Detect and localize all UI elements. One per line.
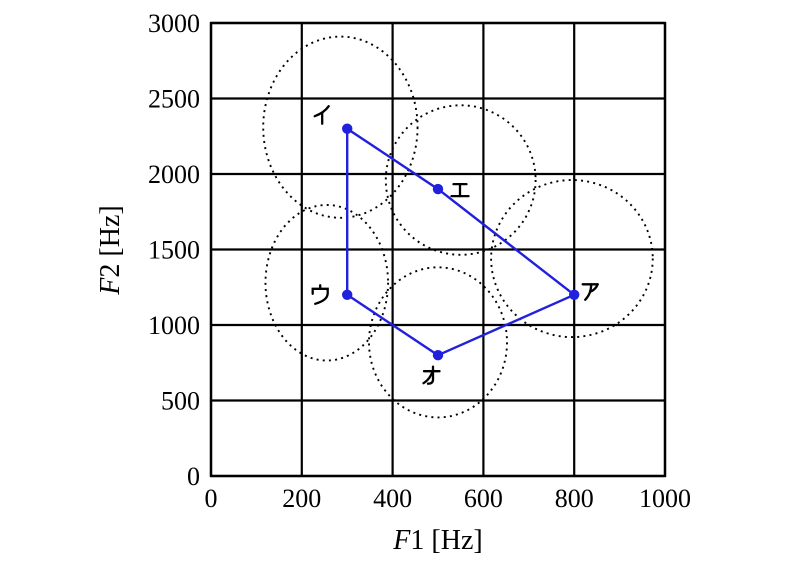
- vowel-region-ellipse-e: [384, 104, 537, 256]
- y-axis-title: F2 [Hz]: [95, 205, 126, 295]
- x-tick-label-0: 0: [205, 484, 218, 513]
- x-tick-label-1000: 1000: [639, 484, 691, 513]
- vowel-label-o-stroke-3: [422, 370, 434, 385]
- vowel-label-e: [450, 182, 470, 198]
- vowel-polygon: [346, 127, 576, 357]
- vowel-region-ellipse-i: [262, 35, 419, 219]
- vowel-points: [342, 123, 580, 361]
- vowel-region-ellipse-o: [368, 266, 508, 419]
- x-tick-label-800: 800: [555, 484, 594, 513]
- vowel-label-o-stroke-2: [426, 365, 435, 385]
- x-tick-label-200: 200: [282, 484, 321, 513]
- vowel-region-ellipse-a: [490, 179, 654, 339]
- grid-lines: [209, 21, 667, 478]
- y-tick-label-0: 0: [187, 462, 200, 491]
- plot-border: [209, 21, 667, 478]
- vowel-point-a: [569, 289, 580, 300]
- vowel-point-o: [432, 350, 444, 361]
- y-tick-label-1000: 1000: [148, 311, 200, 340]
- vowel-point-u: [342, 289, 353, 300]
- x-axis-title-unit: 1 [Hz]: [410, 525, 482, 556]
- y-tick-label-1500: 1500: [148, 236, 200, 265]
- x-tick-label-600: 600: [464, 484, 503, 513]
- x-axis-title-symbol: F: [392, 525, 411, 556]
- vowel-region-ellipse-u: [264, 204, 390, 362]
- y-tick-label-3000: 3000: [148, 9, 200, 38]
- y-axis-title-unit: 2 [Hz]: [95, 205, 126, 277]
- vowel-label-i: [313, 105, 330, 125]
- vowel-polygon-line: [346, 127, 576, 357]
- vowel-region-ellipses: [262, 35, 654, 419]
- vowel-point-i: [342, 123, 353, 134]
- x-axis-title: F1 [Hz]: [392, 525, 482, 556]
- y-axis-tick-labels: 0 500 1000 1500 2000 2500 3000: [148, 9, 200, 491]
- y-tick-label-500: 500: [161, 387, 200, 416]
- vowel-label-a: [581, 283, 599, 301]
- vowel-label-u-stroke-2: [311, 287, 329, 305]
- vowel-label-u: [311, 284, 329, 305]
- x-tick-label-400: 400: [373, 484, 412, 513]
- vowel-point-e: [432, 183, 444, 195]
- y-axis-title-symbol: F: [95, 277, 126, 296]
- vowel-label-a-stroke-3: [584, 283, 593, 301]
- vowel-labels: [311, 105, 599, 385]
- y-tick-label-2500: 2500: [148, 85, 200, 114]
- vowel-label-o: [422, 365, 441, 385]
- y-tick-label-2000: 2000: [148, 160, 200, 189]
- x-axis-tick-labels: 0 200 400 600 800 1000: [205, 484, 692, 513]
